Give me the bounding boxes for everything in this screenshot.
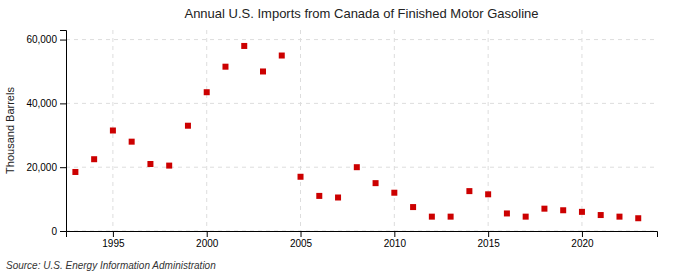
point: [354, 164, 360, 170]
title: Annual U.S. Imports from Canada of Finis…: [184, 6, 538, 21]
x-tick: 1995: [102, 231, 125, 249]
x-tick: 2020: [571, 231, 594, 249]
point: [279, 53, 285, 59]
y-axis-line: [60, 31, 67, 232]
grid-line-x: [394, 30, 395, 231]
x-tick-mark: [207, 231, 208, 237]
y-tick-mark: [60, 167, 66, 168]
plot: 1995 2000 2005 2010 2015 2020 0 20,000 40,000 60,…: [26, 30, 657, 249]
x-tick-mark: [582, 231, 583, 237]
point: [616, 214, 622, 220]
grid-line-x: [488, 30, 489, 231]
point: [316, 193, 322, 199]
point: [298, 174, 304, 180]
x-tick: 2010: [384, 231, 407, 249]
point: [429, 214, 435, 220]
point: [185, 123, 191, 129]
y-tick: 60,000: [26, 34, 66, 45]
point: [448, 214, 454, 220]
y-tick-label: 20,000: [26, 162, 57, 173]
point: [222, 64, 228, 70]
x-axis-line: [67, 232, 658, 238]
point: [260, 68, 266, 74]
point: [335, 195, 341, 201]
x-tick: 2005: [290, 231, 313, 249]
point: [579, 209, 585, 215]
point: [241, 43, 247, 49]
x-tick-label: 2000: [196, 238, 219, 249]
point: [635, 215, 641, 221]
grid: [66, 30, 657, 231]
x-tick-label: 2010: [384, 238, 407, 249]
point: [72, 169, 78, 175]
y-tick-mark: [60, 231, 66, 232]
grid-line-y: [66, 167, 657, 168]
point: [466, 188, 472, 194]
point: [166, 163, 172, 169]
y-tick-mark: [60, 103, 66, 104]
point: [147, 161, 153, 167]
x-tick-label: 2005: [290, 238, 313, 249]
point: [504, 210, 510, 216]
x-tick-mark: [488, 231, 489, 237]
grid-line-x: [581, 30, 582, 231]
grid-line-x: [206, 30, 207, 231]
point: [541, 206, 547, 212]
y-tick: 40,000: [26, 98, 66, 109]
chart: 1995 2000 2005 2010 2015 2020 0 20,000 40,000 60,…: [0, 0, 675, 275]
x-tick-mark: [394, 231, 395, 237]
point: [523, 214, 529, 220]
y-axis: 0 20,000 40,000 60,000: [26, 31, 66, 237]
source: Source: U.S. Energy Information Administ…: [6, 260, 216, 271]
x-tick: 2000: [196, 231, 219, 249]
x-tick-label: 2020: [571, 238, 594, 249]
point: [110, 128, 116, 134]
x-tick: 2015: [478, 231, 501, 249]
y-tick-label: 0: [51, 226, 57, 237]
x-tick-mark: [301, 231, 302, 237]
y-tick: 0: [51, 226, 66, 237]
y-tick: 20,000: [26, 162, 66, 173]
y-axis-title: Thousand Barrels: [4, 87, 16, 174]
point: [560, 207, 566, 213]
point: [91, 156, 97, 162]
points: [72, 43, 641, 221]
point: [129, 139, 135, 145]
point: [410, 204, 416, 210]
x-tick-label: 1995: [102, 238, 125, 249]
grid-line-y: [66, 39, 657, 40]
point: [485, 191, 491, 197]
y-tick-mark: [60, 40, 66, 41]
grid-line-y: [66, 103, 657, 104]
y-tick-label: 60,000: [26, 34, 57, 45]
point: [391, 190, 397, 196]
point: [204, 89, 210, 95]
x-axis: 1995 2000 2005 2010 2015 2020: [67, 231, 658, 249]
point: [373, 180, 379, 186]
x-tick-mark: [113, 231, 114, 237]
y-tick-label: 40,000: [26, 98, 57, 109]
grid-line-x: [300, 30, 301, 231]
x-tick-label: 2015: [478, 238, 501, 249]
point: [598, 212, 604, 218]
